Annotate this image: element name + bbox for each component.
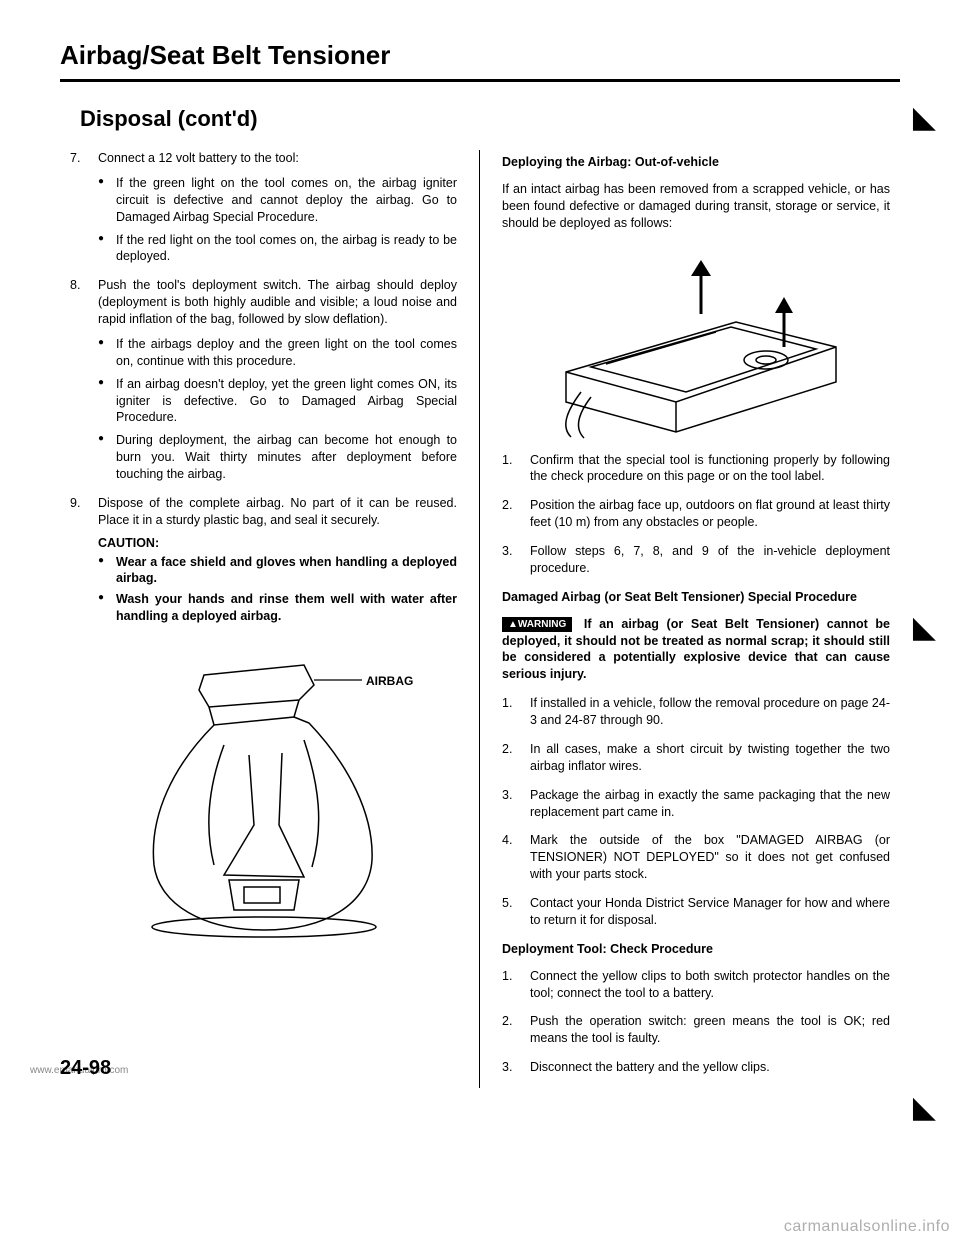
caution-heading: CAUTION: (98, 535, 457, 552)
subhead-check: Deployment Tool: Check Procedure (502, 941, 890, 958)
step-7-bullet-1: If the green light on the tool comes on,… (98, 175, 457, 226)
airbag-bag-figure: AIRBAG (70, 645, 457, 945)
step-8: Push the tool's deployment switch. The a… (70, 277, 457, 483)
section-title: Disposal (cont'd) (80, 106, 900, 132)
step-7-text: Connect a 12 volt battery to the tool: (98, 151, 299, 165)
page-title: Airbag/Seat Belt Tensioner (60, 40, 900, 71)
chk-step-2: Push the operation switch: green means t… (502, 1013, 890, 1047)
airbag-module-figure (502, 252, 890, 442)
dam-step-1: If installed in a vehicle, follow the re… (502, 695, 890, 729)
out-step-1: Confirm that the special tool is functio… (502, 452, 890, 486)
chk-step-3: Disconnect the battery and the yellow cl… (502, 1059, 890, 1076)
caution-item-1: Wear a face shield and gloves when handl… (98, 554, 457, 588)
step-8-text: Push the tool's deployment switch. The a… (98, 278, 457, 326)
step-9: Dispose of the complete airbag. No part … (70, 495, 457, 625)
step-7: Connect a 12 volt battery to the tool: I… (70, 150, 457, 265)
out-step-3: Follow steps 6, 7, 8, and 9 of the in-ve… (502, 543, 890, 577)
dam-step-5: Contact your Honda District Service Mana… (502, 895, 890, 929)
step-7-bullet-2: If the red light on the tool comes on, t… (98, 232, 457, 266)
out-step-2: Position the airbag face up, outdoors on… (502, 497, 890, 531)
subhead-deploy-out: Deploying the Airbag: Out-of-vehicle (502, 154, 890, 171)
warning-paragraph: ▲WARNING If an airbag (or Seat Belt Tens… (502, 616, 890, 684)
dam-step-3: Package the airbag in exactly the same p… (502, 787, 890, 821)
step-8-bullet-2: If an airbag doesn't deploy, yet the gre… (98, 376, 457, 427)
dam-step-4: Mark the outside of the box "DAMAGED AIR… (502, 832, 890, 883)
right-column: Deploying the Airbag: Out-of-vehicle If … (480, 150, 900, 1088)
step-9-text: Dispose of the complete airbag. No part … (98, 496, 457, 527)
page-number: 24-98 (60, 1057, 111, 1080)
title-rule (60, 79, 900, 82)
watermark-right: carmanualsonline.info (784, 1218, 950, 1236)
step-8-bullet-1: If the airbags deploy and the green ligh… (98, 336, 457, 370)
thumb-glyph-top: ◣ (913, 100, 936, 135)
thumb-glyph-mid: ◣ (913, 610, 936, 645)
subhead-damaged: Damaged Airbag (or Seat Belt Tensioner) … (502, 589, 890, 606)
step-8-bullet-3: During deployment, the airbag can become… (98, 432, 457, 483)
para-deploy-out: If an intact airbag has been removed fro… (502, 181, 890, 232)
figure-label: AIRBAG (366, 674, 413, 688)
chk-step-1: Connect the yellow clips to both switch … (502, 968, 890, 1002)
left-column: Connect a 12 volt battery to the tool: I… (60, 150, 480, 1088)
dam-step-2: In all cases, make a short circuit by tw… (502, 741, 890, 775)
caution-item-2: Wash your hands and rinse them well with… (98, 591, 457, 625)
thumb-glyph-bot: ◣ (913, 1090, 936, 1125)
warning-badge: ▲WARNING (502, 617, 572, 633)
